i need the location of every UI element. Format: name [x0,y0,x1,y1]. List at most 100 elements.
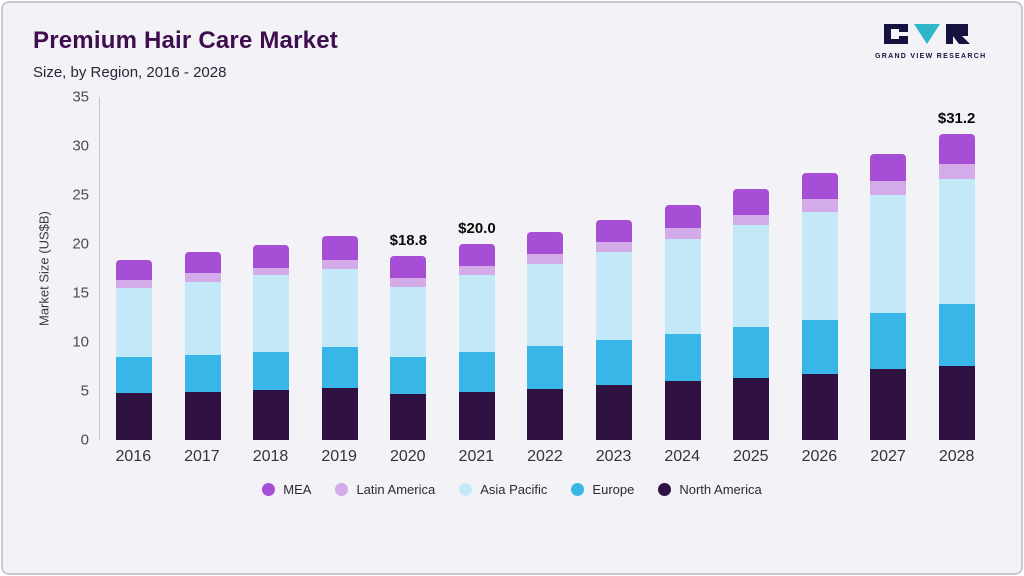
x-axis-label: 2016 [115,448,152,465]
y-tick-label: 0 [80,431,89,449]
bar-column [854,97,923,440]
plot: $18.8 $20.0 $31.2 [99,97,991,440]
bar-segment-north-america [870,369,907,440]
bar-segment-europe [390,356,427,394]
bar-value-annotation: $20.0 [458,220,496,238]
bar-segment-north-america [184,391,221,440]
bar-segment-asia-pacific [595,251,632,341]
bar-segment-mea [938,134,975,164]
bar-segment-europe [184,354,221,392]
bar-segment-latin-america [527,253,564,264]
bar-segment-latin-america [801,198,838,212]
legend-label: North America [679,482,762,497]
bar-column [100,97,169,440]
bar-column [306,97,375,440]
bar-segment-latin-america [321,259,358,269]
x-axis-label: 2021 [458,448,495,465]
x-axis-label: 2026 [801,448,838,465]
bar-segment-asia-pacific [664,239,701,335]
page-title: Premium Hair Care Market [33,27,338,54]
stacked-bar [870,97,907,440]
stacked-bar [390,97,427,440]
bar-column [648,97,717,440]
stacked-bar [527,97,564,440]
bar-segment-asia-pacific [801,211,838,321]
bar-segment-latin-america [458,265,495,276]
gvr-logo-icon [884,24,970,44]
bar-segment-asia-pacific [184,282,221,355]
bar-value-annotation: $18.8 [389,231,428,249]
legend-label: Latin America [356,482,436,497]
bar-segment-europe [595,340,632,386]
bar-segment-mea [458,244,495,266]
x-axis-label: 2027 [870,448,906,465]
bar-segment-europe [116,356,153,393]
bar-column [785,97,854,440]
y-tick-label: 5 [80,382,89,400]
chart: Market Size (US$B) 0 5 10 15 20 25 30 35 $18.8 $… [33,89,991,449]
stacked-bar [595,97,632,440]
bar-segment-asia-pacific [390,287,427,357]
legend-dot-icon [571,483,585,496]
bar-segment-asia-pacific [938,179,975,304]
bar-segment-mea [870,153,907,182]
legend-dot-icon [335,483,349,496]
bar-segment-mea [733,189,770,215]
stacked-bar [253,97,290,440]
bar-segment-europe [801,320,838,375]
y-axis-title: Market Size (US$B) [36,211,52,326]
legend-label: MEA [283,482,312,497]
legend-item-latin-america: Latin America [335,482,435,497]
bar-column [717,97,786,440]
stacked-bar [938,97,975,440]
y-tick-label: 30 [72,137,89,155]
stacked-bar [321,97,358,440]
bar-segment-north-america [321,388,358,440]
bar-segment-mea [184,251,221,274]
bar-value-annotation: $31.2 [937,110,976,128]
y-tick-label: 15 [72,284,89,302]
bar-segment-north-america [595,385,632,440]
bar-column: $18.8 [374,97,443,440]
bar-segment-latin-america [938,163,975,180]
bar-segment-latin-america [116,280,153,289]
bar-segment-north-america [116,392,153,440]
bar-segment-latin-america [390,278,427,288]
bar-segment-north-america [938,365,975,440]
bar-segment-asia-pacific [253,275,290,352]
x-axis-label: 2018 [252,448,289,465]
bar-segment-north-america [733,378,770,440]
stacked-bar [664,97,701,440]
bar-segment-north-america [527,389,564,440]
bar-segment-north-america [664,381,701,440]
bar-segment-latin-america [733,214,770,226]
y-tick-label: 25 [72,186,89,204]
y-tick-label: 35 [72,88,89,106]
bar-segment-europe [664,334,701,382]
legend-item-europe: Europe [571,482,634,497]
stacked-bar [458,97,495,440]
bar-segment-europe [733,327,770,379]
header: Premium Hair Care Market Size, by Region… [3,3,1021,81]
bar-segment-europe [321,346,358,389]
bar-segment-latin-america [870,181,907,196]
bar-segment-asia-pacific [733,225,770,328]
stacked-bar [184,97,221,440]
bar-segment-mea [116,259,153,281]
bar-segment-north-america [390,393,427,440]
legend-dot-icon [459,483,473,496]
bar-segment-latin-america [664,228,701,240]
stacked-bar [733,97,770,440]
bar-segment-mea [321,236,358,260]
bar-segment-asia-pacific [321,268,358,347]
grand-view-research-logo: GRAND VIEW RESEARCH [875,23,985,60]
y-axis: 0 5 10 15 20 25 30 35 [55,89,99,449]
bar-segment-europe [870,312,907,370]
bar-column: $20.0 [443,97,512,440]
x-axis-label: 2025 [732,448,769,465]
bar-segment-latin-america [184,273,221,283]
x-axis-label: 2023 [595,448,632,465]
page-subtitle: Size, by Region, 2016 - 2028 [33,64,227,81]
legend-item-north-america: North America [658,482,762,497]
